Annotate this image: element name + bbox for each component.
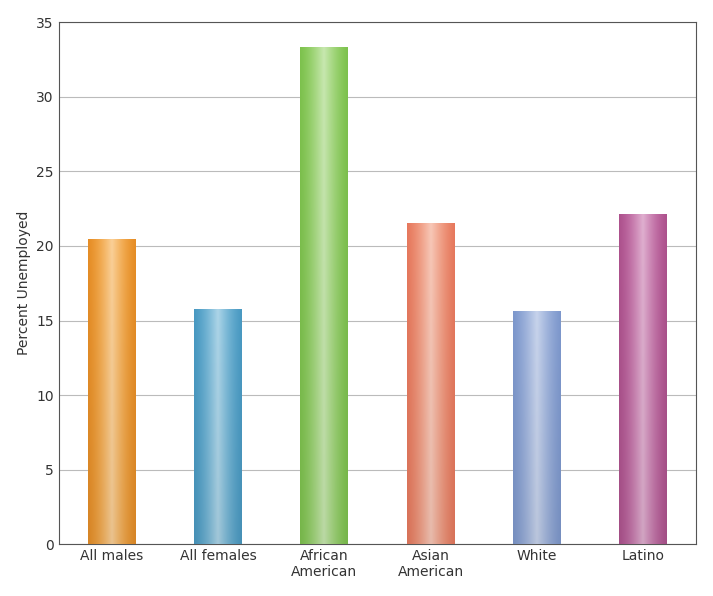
Y-axis label: Percent Unemployed: Percent Unemployed [16, 211, 31, 355]
Bar [620, 215, 667, 544]
Bar [88, 240, 135, 544]
Bar [406, 224, 455, 544]
Bar [300, 48, 348, 544]
Bar [513, 312, 561, 544]
Bar [194, 310, 242, 544]
